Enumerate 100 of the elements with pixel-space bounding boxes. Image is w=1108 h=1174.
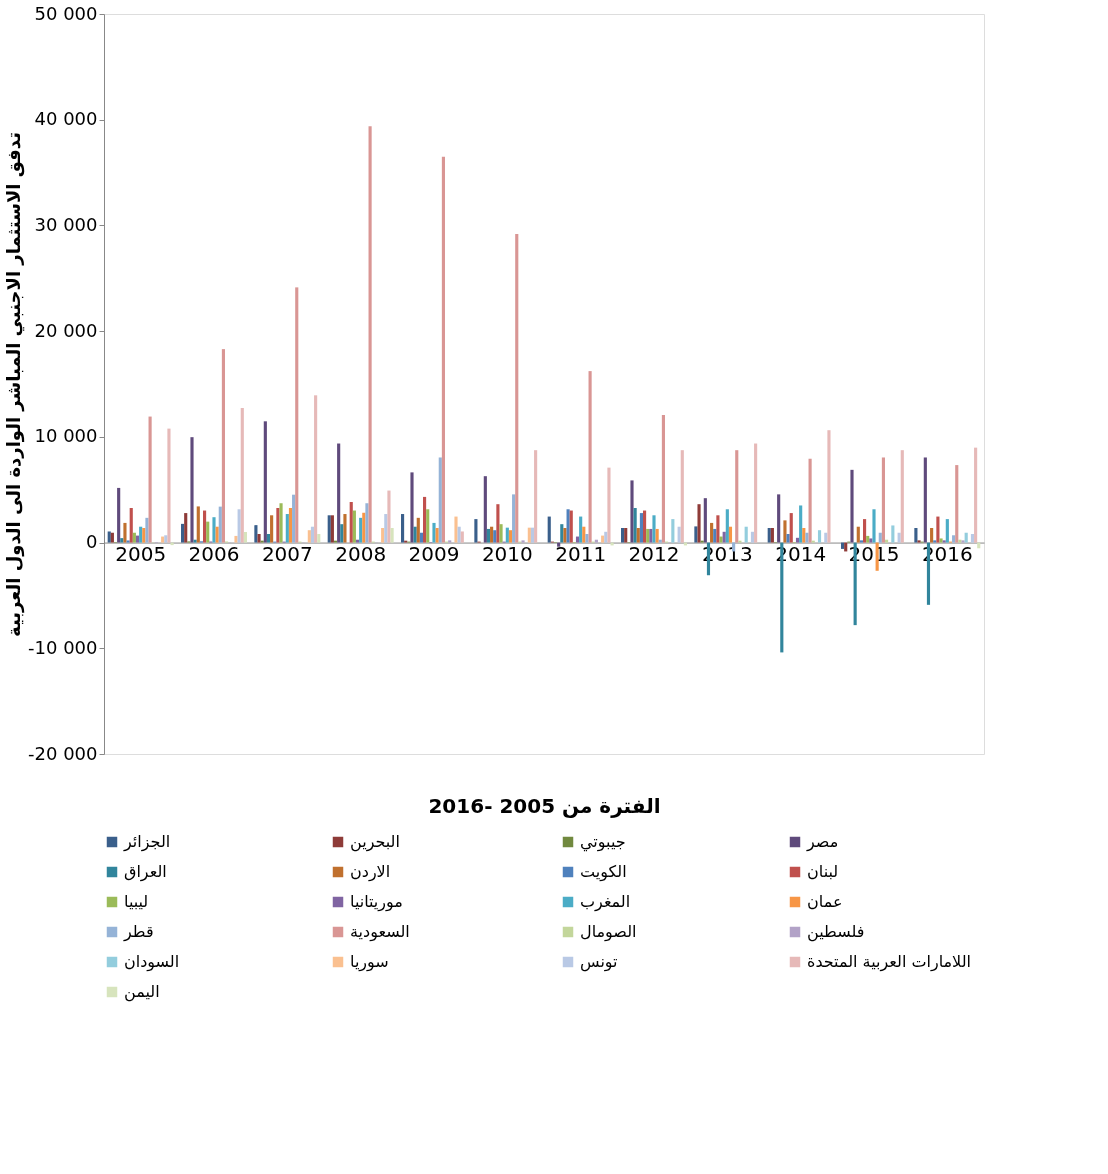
bar [368,126,372,543]
bar [307,530,311,543]
y-tick-label: 50 000 [34,2,98,24]
legend-label: عمان [807,892,843,911]
bar [193,539,197,543]
bar [575,536,580,543]
bar [633,508,637,543]
bar [145,517,149,543]
x-tick-label: 2009 [408,542,460,567]
bar [254,525,258,543]
bar [340,524,344,543]
bar [579,516,583,543]
bar [512,494,516,543]
y-tick-label: 30 000 [34,213,98,235]
bar [795,537,800,543]
bar [410,472,414,543]
bar [499,524,503,543]
bar [413,526,417,543]
legend-label: السعودية [350,922,410,942]
bar [508,530,513,543]
bar [496,504,500,543]
bar [754,443,758,543]
bar [352,510,356,543]
bar [643,510,647,543]
bar [493,530,497,543]
bar [279,503,283,543]
bar [885,539,889,543]
bar [735,450,739,543]
bar [184,513,188,543]
bar [604,531,608,543]
bar [824,532,828,543]
legend-label: سوريا [350,952,389,972]
legend-label: الجزائر [123,832,171,852]
bar [288,508,293,543]
bar [601,535,605,543]
bar [945,519,949,543]
bar [697,504,701,543]
bar [671,519,675,543]
x-tick-label: 2007 [261,542,313,567]
bar [135,535,140,543]
legend-label: جيبوتي [580,832,626,852]
bar [530,527,535,543]
bar [560,524,564,543]
bar [936,516,940,543]
y-tick-label: -10 000 [28,636,98,658]
bar [263,421,267,543]
bar [129,508,133,543]
bar [658,539,662,543]
bar [337,443,341,543]
bar [677,526,681,543]
bar [694,526,698,543]
bar [148,416,152,543]
bar [863,519,867,543]
bar [891,525,895,543]
legend-label: موريتانيا [350,892,403,912]
bar [725,509,729,543]
bar [900,450,904,543]
bar [317,534,321,543]
bar [218,506,222,543]
bar [817,530,822,543]
bar [974,447,978,543]
bar [240,408,244,543]
bar [527,527,531,543]
legend-label: ليبيا [124,892,149,911]
bar [856,526,860,543]
bar [585,534,589,543]
bar [750,531,755,543]
bar [716,515,720,543]
bar [897,532,901,543]
y-tick-label: -20 000 [28,742,98,764]
bar [805,532,809,543]
bar [266,534,271,543]
bar [196,506,200,543]
legend-label: مصر [806,832,839,852]
bar [432,522,436,543]
bar [203,510,207,543]
bar [783,520,787,543]
bar [310,526,315,543]
bar [655,528,659,543]
legend-label: البحرين [350,832,400,852]
legend-label: الاردن [350,862,391,882]
bar [630,480,634,543]
bar [872,509,876,543]
bar [964,532,968,543]
bar [365,503,369,543]
bar [423,496,427,543]
bar [722,531,726,543]
bar [457,526,461,543]
bar [314,395,318,543]
bar [438,457,442,543]
bar [212,517,216,543]
bar [680,450,684,543]
bar [359,517,363,543]
bar [547,516,551,543]
bar [728,526,733,543]
bar [789,513,793,543]
bar [234,535,238,543]
bar [490,526,494,543]
bar [237,509,241,543]
y-tick-label: 10 000 [34,425,98,447]
